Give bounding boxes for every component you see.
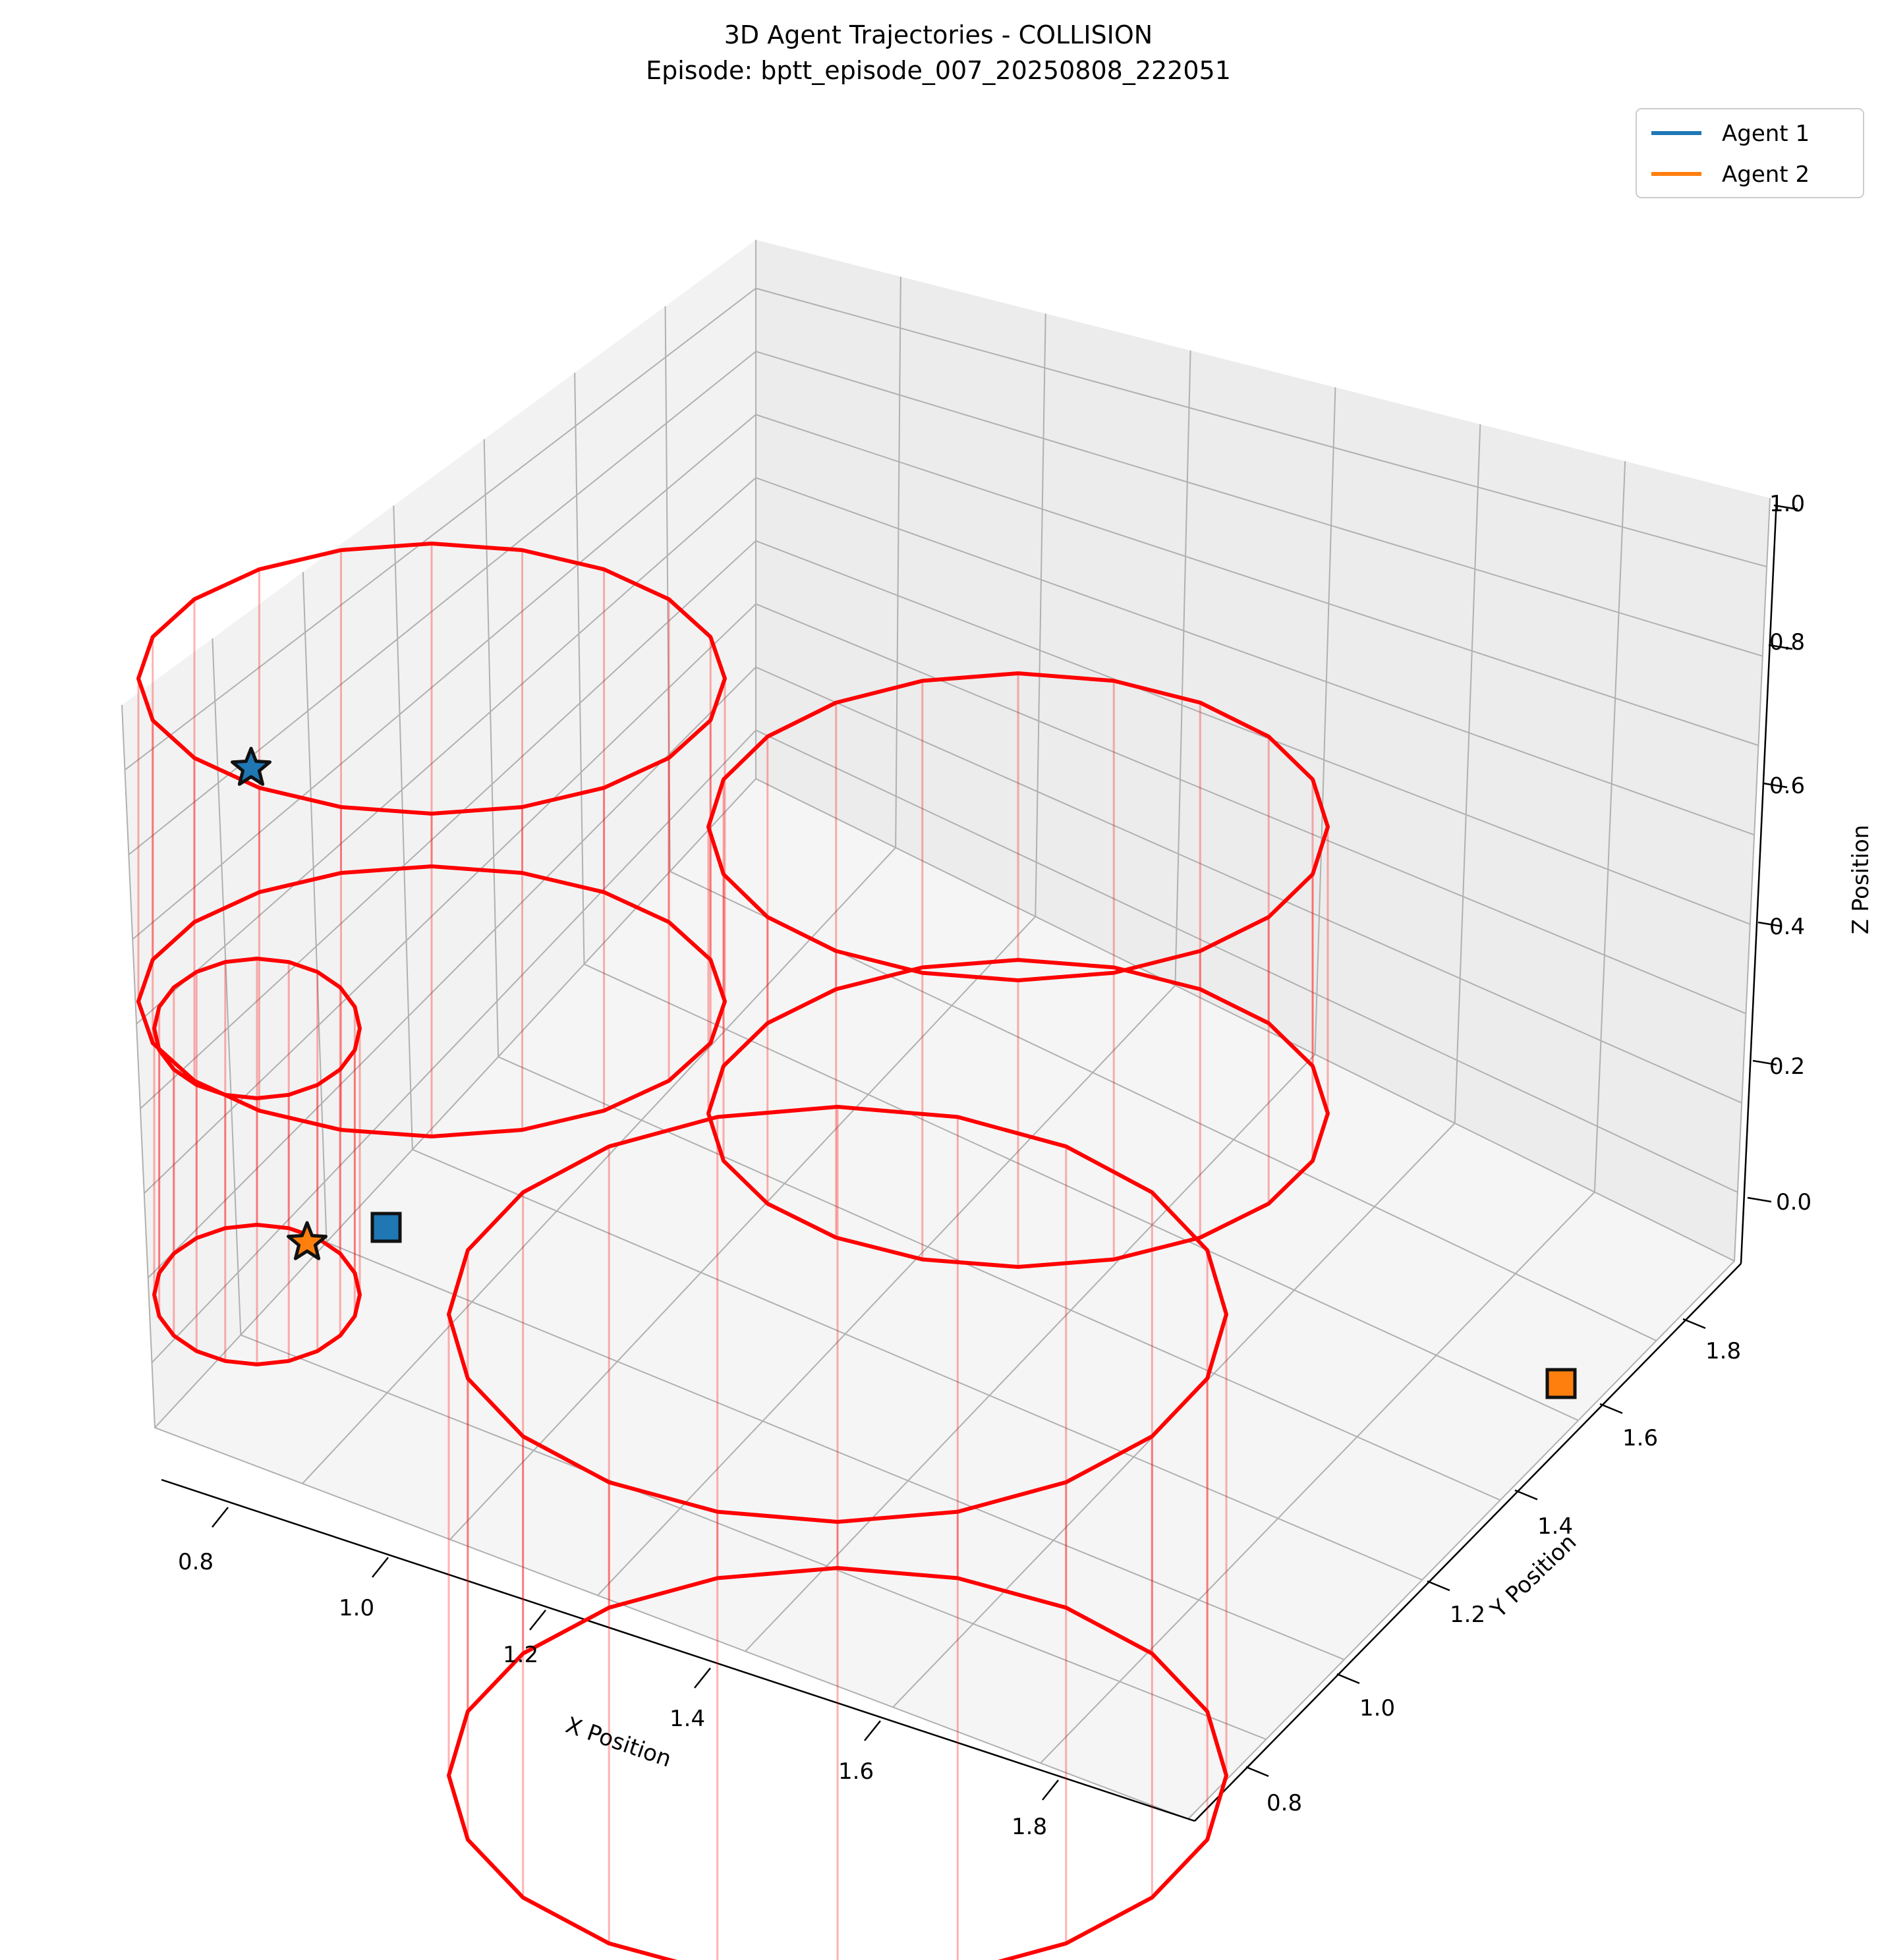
chart-subtitle: Episode: bptt_episode_007_20250808_22205… bbox=[646, 56, 1231, 85]
z-tick-mark bbox=[1763, 782, 1788, 789]
grid-line-y bbox=[664, 306, 1657, 1341]
legend: Agent 1 Agent 2 bbox=[1636, 108, 1864, 198]
axis-lines bbox=[161, 499, 1798, 1822]
grid-line-y bbox=[574, 372, 1579, 1421]
x-tick-label: 0.8 bbox=[178, 1549, 214, 1575]
obstacle-cylinders bbox=[136, 542, 1330, 1960]
grid-line-y bbox=[121, 704, 1189, 1820]
z-tick-mark bbox=[1752, 1059, 1777, 1066]
y-tick-label: 1.8 bbox=[1705, 1338, 1741, 1364]
z-tick-labels: 0.0 0.2 0.4 0.6 0.8 1.0 bbox=[1769, 491, 1811, 1216]
y-tick-label: 1.0 bbox=[1359, 1695, 1395, 1722]
z-axis-line bbox=[1740, 499, 1778, 1264]
y-tick-mark bbox=[1336, 1673, 1360, 1685]
obstacle-top-ring bbox=[706, 671, 1330, 982]
z-tick-mark bbox=[1757, 921, 1782, 928]
grid-line-z bbox=[124, 287, 1767, 771]
y-tick-label: 1.2 bbox=[1450, 1602, 1485, 1628]
z-tick-mark bbox=[1773, 504, 1798, 511]
z-tick-label: 0.8 bbox=[1769, 629, 1805, 656]
chart-title: 3D Agent Trajectories - COLLISION bbox=[724, 20, 1153, 49]
agent-markers bbox=[231, 746, 1577, 1399]
z-tick-label: 0.4 bbox=[1769, 914, 1805, 940]
x-tick-mark bbox=[864, 1720, 881, 1741]
obstacle-cylinder bbox=[706, 671, 1330, 1269]
x-tick-label: 1.2 bbox=[503, 1642, 538, 1668]
y-axis-line bbox=[1194, 1263, 1742, 1822]
y-tick-mark bbox=[1427, 1580, 1450, 1592]
y-tick-mark bbox=[1514, 1489, 1538, 1501]
x-tick-mark bbox=[1042, 1779, 1059, 1801]
y-tick-label: 0.8 bbox=[1267, 1790, 1302, 1816]
obstacle-bottom-ring bbox=[447, 1566, 1228, 1960]
x-tick-mark bbox=[529, 1610, 546, 1631]
grid-line-y bbox=[755, 240, 1735, 1262]
back-wall-pane bbox=[756, 240, 1770, 1261]
grid-line-y bbox=[393, 505, 1423, 1581]
x-tick-mark bbox=[212, 1507, 229, 1528]
obstacle-cylinder bbox=[136, 542, 727, 1138]
x-tick-mark bbox=[372, 1557, 389, 1578]
grid-lines bbox=[121, 240, 1771, 1820]
grid-line-y bbox=[212, 638, 1267, 1740]
agent-1-start-marker bbox=[370, 1212, 402, 1243]
z-tick-label: 0.6 bbox=[1769, 773, 1805, 799]
x-tick-labels: 0.8 1.0 1.2 1.4 1.6 1.8 bbox=[178, 1549, 1047, 1840]
z-tick-label: 0.2 bbox=[1769, 1053, 1805, 1080]
y-tick-mark bbox=[1682, 1318, 1706, 1330]
obstacle-top-ring bbox=[152, 957, 362, 1100]
y-tick-label: 1.6 bbox=[1622, 1425, 1658, 1451]
floor-pane bbox=[155, 779, 1734, 1819]
y-tick-label: 1.4 bbox=[1537, 1513, 1573, 1540]
obstacle-cylinder bbox=[447, 1105, 1228, 1960]
obstacle-top-ring bbox=[447, 1105, 1228, 1524]
y-tick-mark bbox=[1245, 1766, 1269, 1778]
obstacle-top-ring bbox=[136, 542, 727, 816]
y-tick-mark bbox=[1599, 1403, 1623, 1414]
x-axis-line bbox=[161, 1478, 1195, 1822]
x-tick-label: 1.0 bbox=[339, 1595, 374, 1621]
x-tick-label: 1.6 bbox=[838, 1758, 874, 1785]
legend-agent-1-label: Agent 1 bbox=[1722, 121, 1810, 147]
agent-1-goal-marker bbox=[231, 746, 271, 786]
z-tick-mark bbox=[1768, 644, 1793, 650]
agent-2-start-marker bbox=[1545, 1368, 1577, 1399]
x-tick-mark bbox=[694, 1667, 711, 1689]
z-axis-label: Z Position bbox=[1848, 825, 1874, 934]
z-tick-mark bbox=[1747, 1196, 1772, 1203]
z-tick-label: 0.0 bbox=[1776, 1189, 1811, 1216]
z-tick-label: 1.0 bbox=[1769, 491, 1805, 517]
x-tick-label: 1.8 bbox=[1012, 1814, 1047, 1840]
obstacle-bottom-ring bbox=[706, 958, 1330, 1269]
legend-agent-2-label: Agent 2 bbox=[1722, 161, 1810, 188]
y-tick-labels: 0.8 1.0 1.2 1.4 1.6 1.8 bbox=[1267, 1338, 1741, 1816]
x-tick-label: 1.4 bbox=[670, 1706, 705, 1732]
agent-2-goal-marker bbox=[287, 1221, 328, 1260]
obstacle-bottom-ring bbox=[136, 864, 727, 1138]
grid-line-y bbox=[483, 439, 1501, 1501]
